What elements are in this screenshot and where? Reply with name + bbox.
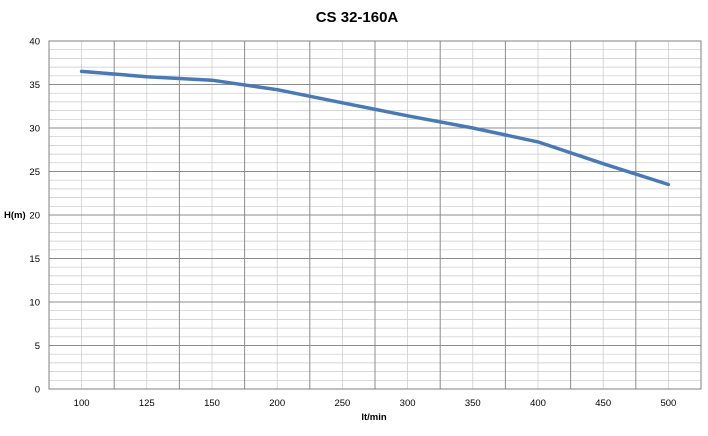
x-tick-label: 250 — [334, 398, 350, 409]
chart-title: CS 32-160A — [316, 9, 399, 26]
x-tick-label: 200 — [269, 398, 285, 409]
y-tick-label: 30 — [29, 124, 40, 135]
y-axis-label: H(m) — [4, 210, 26, 221]
x-tick-label: 300 — [400, 398, 416, 409]
y-axis-ticks: 0 5 10 15 20 25 30 35 40 — [29, 37, 40, 396]
x-tick-label: 450 — [595, 398, 611, 409]
series-line — [79, 69, 671, 187]
x-tick-label: 350 — [465, 398, 481, 409]
x-tick-label: 100 — [74, 398, 90, 409]
x-tick-label: 500 — [660, 398, 676, 409]
x-axis-label: lt/min — [361, 412, 387, 423]
y-tick-label: 5 — [35, 341, 40, 352]
y-tick-label: 20 — [29, 211, 40, 222]
y-tick-label: 15 — [29, 254, 40, 265]
y-tick-label: 25 — [29, 167, 40, 178]
plot-area-frame — [48, 40, 702, 390]
series-layer — [79, 69, 671, 187]
y-tick-label: 0 — [35, 385, 40, 396]
y-tick-label: 35 — [29, 80, 40, 91]
x-tick-label: 400 — [530, 398, 546, 409]
x-tick-label: 150 — [204, 398, 220, 409]
y-tick-label: 40 — [29, 37, 40, 48]
x-tick-label: 125 — [139, 398, 155, 409]
y-tick-label: 10 — [29, 298, 40, 309]
x-axis-ticks: 100 125 150 200 250 300 350 400 450 500 — [74, 398, 677, 409]
